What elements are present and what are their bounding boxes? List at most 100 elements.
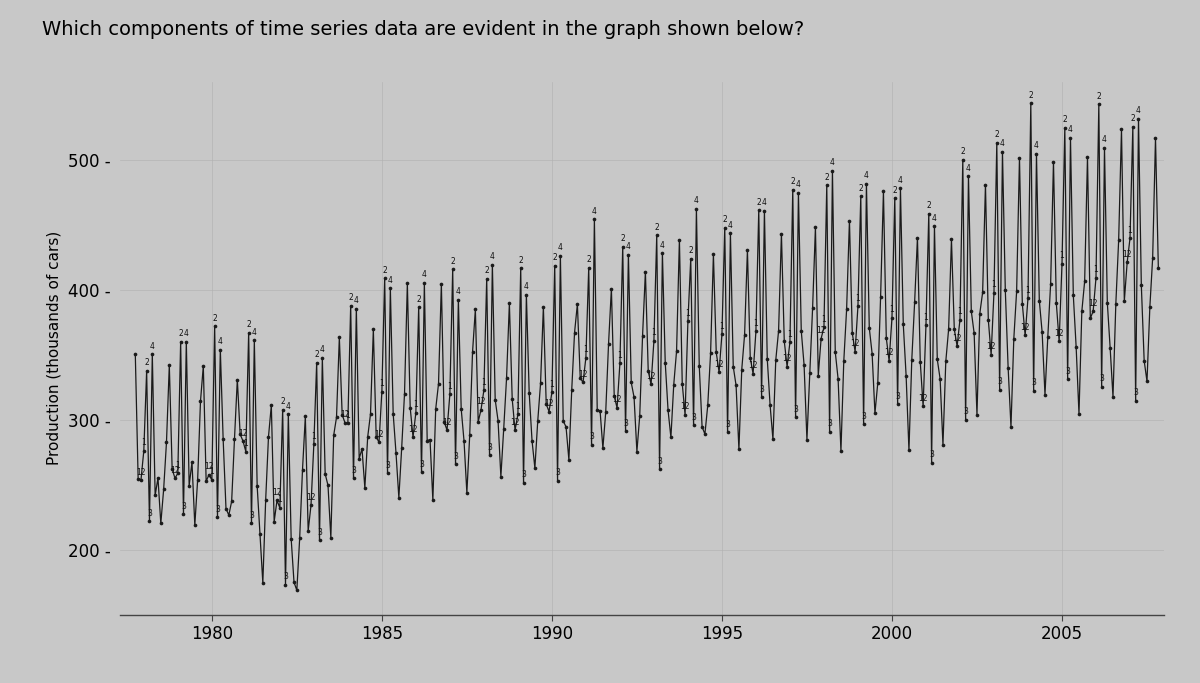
Text: 4: 4 — [286, 402, 290, 410]
Point — [817, 180, 836, 191]
Point — [942, 234, 961, 245]
Text: 3: 3 — [725, 420, 730, 429]
Text: 12: 12 — [816, 326, 826, 335]
Point — [134, 445, 154, 456]
Point — [571, 372, 590, 383]
Point — [732, 364, 751, 375]
Point — [1134, 355, 1153, 366]
Point — [653, 248, 672, 259]
Text: 2: 2 — [450, 257, 455, 266]
Point — [344, 473, 364, 484]
Point — [438, 425, 457, 436]
Text: 4: 4 — [626, 242, 631, 251]
Point — [877, 333, 896, 344]
Text: 1: 1 — [312, 432, 317, 441]
Text: 2: 2 — [281, 398, 286, 406]
Point — [1112, 124, 1132, 135]
Point — [542, 387, 562, 398]
Point — [386, 448, 406, 459]
Point — [998, 363, 1018, 374]
Text: 1: 1 — [822, 315, 827, 324]
Point — [919, 208, 938, 219]
Point — [632, 330, 652, 341]
Text: 1: 1 — [856, 294, 860, 303]
Text: 12: 12 — [918, 393, 928, 403]
Point — [724, 361, 743, 372]
Point — [149, 473, 168, 484]
Point — [584, 214, 604, 225]
Point — [678, 316, 697, 326]
Point — [761, 400, 780, 410]
Point — [857, 178, 876, 189]
Point — [965, 328, 984, 339]
Point — [644, 335, 664, 346]
Point — [353, 443, 372, 454]
Point — [959, 171, 978, 182]
Text: 1: 1 — [175, 461, 180, 470]
Text: 3: 3 — [250, 511, 254, 520]
Text: 2: 2 — [689, 247, 694, 255]
Text: 4: 4 — [218, 337, 223, 346]
Point — [576, 352, 595, 363]
Point — [220, 510, 239, 520]
Text: 3: 3 — [895, 392, 900, 401]
Point — [191, 396, 210, 407]
Point — [1044, 156, 1063, 167]
Point — [193, 361, 212, 372]
Point — [1024, 385, 1043, 396]
Point — [661, 432, 680, 443]
Point — [466, 304, 485, 315]
Point — [376, 273, 395, 283]
Point — [973, 287, 992, 298]
Point — [426, 404, 445, 415]
Point — [624, 392, 643, 403]
Point — [967, 409, 986, 420]
Point — [276, 579, 295, 590]
Point — [715, 223, 734, 234]
Text: 3: 3 — [454, 451, 458, 460]
Point — [154, 484, 173, 495]
Point — [820, 426, 839, 437]
Point — [514, 477, 533, 488]
Point — [988, 137, 1007, 148]
Text: 1: 1 — [720, 322, 725, 331]
Text: 3: 3 — [352, 466, 356, 475]
Point — [131, 475, 150, 486]
Point — [463, 347, 482, 358]
Text: 2: 2 — [824, 173, 829, 182]
Text: 2: 2 — [722, 215, 727, 225]
Point — [826, 346, 845, 357]
Text: 3: 3 — [181, 502, 186, 511]
Text: 4: 4 — [320, 346, 325, 354]
Point — [301, 500, 320, 511]
Point — [1103, 391, 1122, 402]
Point — [794, 360, 814, 371]
Text: 3: 3 — [487, 443, 492, 452]
Text: 4: 4 — [184, 329, 188, 338]
Point — [361, 408, 380, 419]
Point — [568, 298, 587, 309]
Text: 3: 3 — [317, 528, 322, 537]
Point — [251, 529, 270, 540]
Point — [168, 468, 187, 479]
Text: 4: 4 — [762, 198, 767, 207]
Point — [503, 393, 522, 404]
Point — [242, 518, 262, 529]
Point — [574, 377, 593, 388]
Point — [299, 525, 318, 536]
Point — [896, 370, 916, 381]
Point — [917, 320, 936, 331]
Text: 12: 12 — [782, 354, 792, 363]
Point — [505, 425, 524, 436]
Text: 4: 4 — [1068, 126, 1073, 135]
Point — [457, 488, 476, 499]
Point — [224, 433, 244, 444]
Point — [295, 411, 314, 422]
Point — [752, 392, 772, 403]
Text: 12: 12 — [749, 361, 758, 370]
Point — [911, 357, 930, 368]
Point — [948, 341, 967, 352]
Text: 12: 12 — [578, 370, 588, 379]
Point — [1126, 395, 1145, 406]
Point — [682, 253, 701, 264]
